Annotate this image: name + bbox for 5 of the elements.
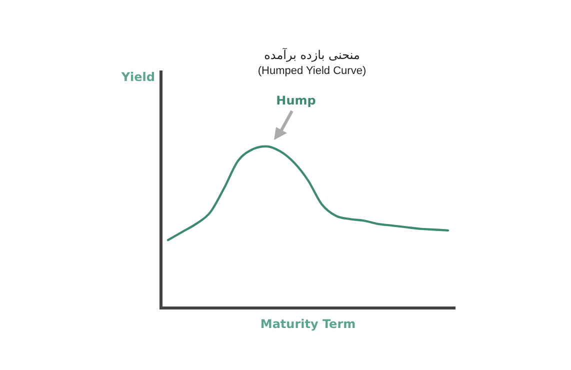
text: Hump	[276, 93, 316, 108]
text: Yield	[120, 70, 155, 84]
chart-title: منحنی بازده برآمده	[263, 48, 361, 62]
x-axis-title: Maturity Term	[260, 317, 356, 332]
chart-subtitle: (Humped Yield Curve)	[256, 65, 368, 77]
